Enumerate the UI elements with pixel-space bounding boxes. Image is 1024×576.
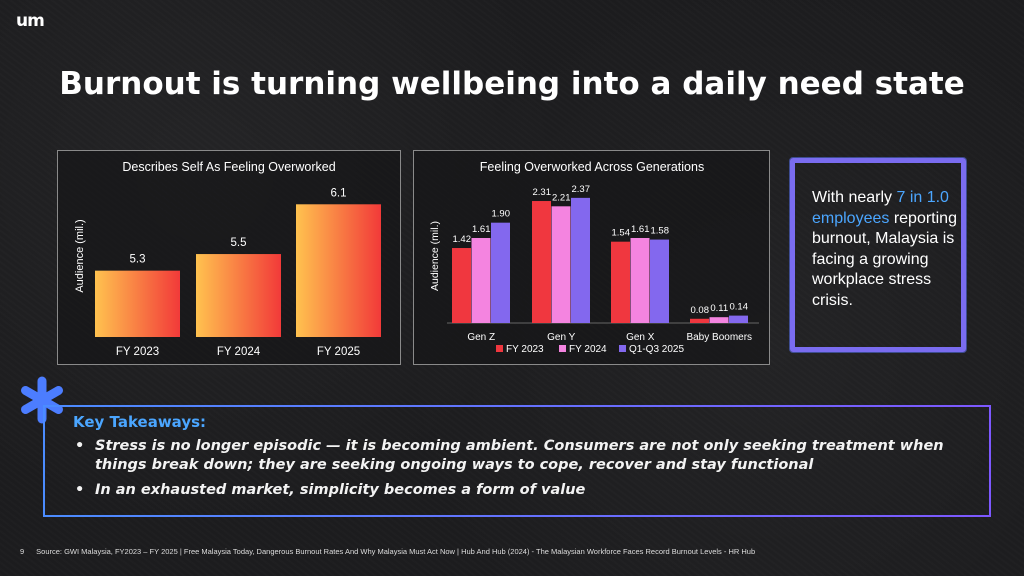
data-label: 5.5 bbox=[231, 237, 247, 249]
bar bbox=[571, 197, 590, 323]
bar bbox=[452, 248, 471, 323]
key-takeaways-title: Key Takeaways: bbox=[73, 413, 207, 431]
chart-title: Describes Self As Feeling Overworked bbox=[122, 160, 335, 174]
x-tick-label: Gen Y bbox=[547, 332, 575, 343]
chart-generations: Feeling Overworked Across Generations Aud… bbox=[429, 160, 759, 355]
bar bbox=[709, 317, 729, 323]
y-axis-label: Audience (mil.) bbox=[74, 219, 86, 292]
data-label: 0.08 bbox=[691, 305, 710, 316]
x-tick-label: Gen Z bbox=[467, 332, 495, 343]
data-label: 1.42 bbox=[453, 234, 472, 245]
bar bbox=[532, 201, 551, 323]
data-label: 2.21 bbox=[552, 192, 571, 203]
chart-overworked-panel: Describes Self As Feeling Overworked Audi… bbox=[57, 150, 401, 365]
legend-swatch bbox=[619, 345, 626, 352]
bar bbox=[650, 239, 669, 323]
bar bbox=[491, 222, 510, 323]
data-label: 2.31 bbox=[533, 187, 552, 198]
bar bbox=[729, 315, 748, 323]
brand-logo: um bbox=[16, 11, 45, 31]
data-label: 1.61 bbox=[472, 224, 491, 235]
legend-label: FY 2023 bbox=[506, 344, 544, 355]
key-takeaways-list: Stress is no longer episodic — it is bec… bbox=[73, 437, 961, 500]
x-tick-label: Baby Boomers bbox=[686, 332, 752, 343]
bar bbox=[551, 206, 571, 323]
stat-callout-highlight: 7 in 1.0 employees bbox=[812, 189, 949, 227]
legend-label: Q1-Q3 2025 bbox=[629, 344, 684, 355]
page-title: Burnout is turning wellbeing into a dail… bbox=[59, 66, 965, 102]
bar bbox=[690, 318, 709, 323]
bar bbox=[296, 204, 381, 337]
data-label: 2.37 bbox=[572, 184, 591, 195]
stat-callout-suffix: reporting burnout, Malaysia is facing a … bbox=[812, 209, 957, 309]
takeaway-item: In an exhausted market, simplicity becom… bbox=[73, 481, 961, 500]
chart-title: Feeling Overworked Across Generations bbox=[480, 160, 704, 174]
y-axis-label: Audience (mil.) bbox=[429, 221, 441, 291]
x-tick-label: Gen X bbox=[626, 332, 655, 343]
data-label: 6.1 bbox=[331, 187, 347, 199]
stat-callout-text: With nearly 7 in 1.0 employees reporting… bbox=[812, 188, 962, 311]
bar bbox=[196, 254, 281, 337]
legend-swatch bbox=[496, 345, 503, 352]
data-label: 1.58 bbox=[651, 226, 670, 237]
bar bbox=[95, 270, 180, 337]
bar bbox=[471, 237, 491, 323]
data-label: 5.3 bbox=[130, 254, 146, 266]
bar bbox=[611, 241, 630, 323]
x-tick-label: FY 2023 bbox=[116, 346, 159, 358]
data-label: 0.14 bbox=[730, 302, 749, 313]
legend-label: FY 2024 bbox=[569, 344, 607, 355]
page-number: 9 bbox=[20, 547, 25, 556]
source-text: Source: GWI Malaysia, FY2023 – FY 2025 |… bbox=[36, 547, 756, 556]
stat-callout-prefix: With nearly bbox=[812, 189, 897, 206]
data-label: 1.54 bbox=[612, 228, 631, 239]
bar bbox=[630, 237, 650, 323]
takeaway-item: Stress is no longer episodic — it is bec… bbox=[73, 437, 961, 475]
legend-swatch bbox=[559, 345, 566, 352]
data-label: 0.11 bbox=[710, 303, 728, 314]
x-tick-label: FY 2025 bbox=[317, 346, 360, 358]
chart-overworked: Describes Self As Feeling Overworked Audi… bbox=[74, 160, 381, 358]
x-tick-label: FY 2024 bbox=[217, 346, 261, 358]
footer-source: 9 Source: GWI Malaysia, FY2023 – FY 2025 … bbox=[20, 547, 755, 556]
stat-callout-box bbox=[790, 158, 966, 352]
data-label: 1.61 bbox=[631, 224, 650, 235]
data-label: 1.90 bbox=[492, 209, 511, 220]
chart-generations-panel: Feeling Overworked Across Generations Aud… bbox=[413, 150, 770, 365]
key-takeaways-box: Key Takeaways: Stress is no longer episo… bbox=[43, 405, 991, 517]
